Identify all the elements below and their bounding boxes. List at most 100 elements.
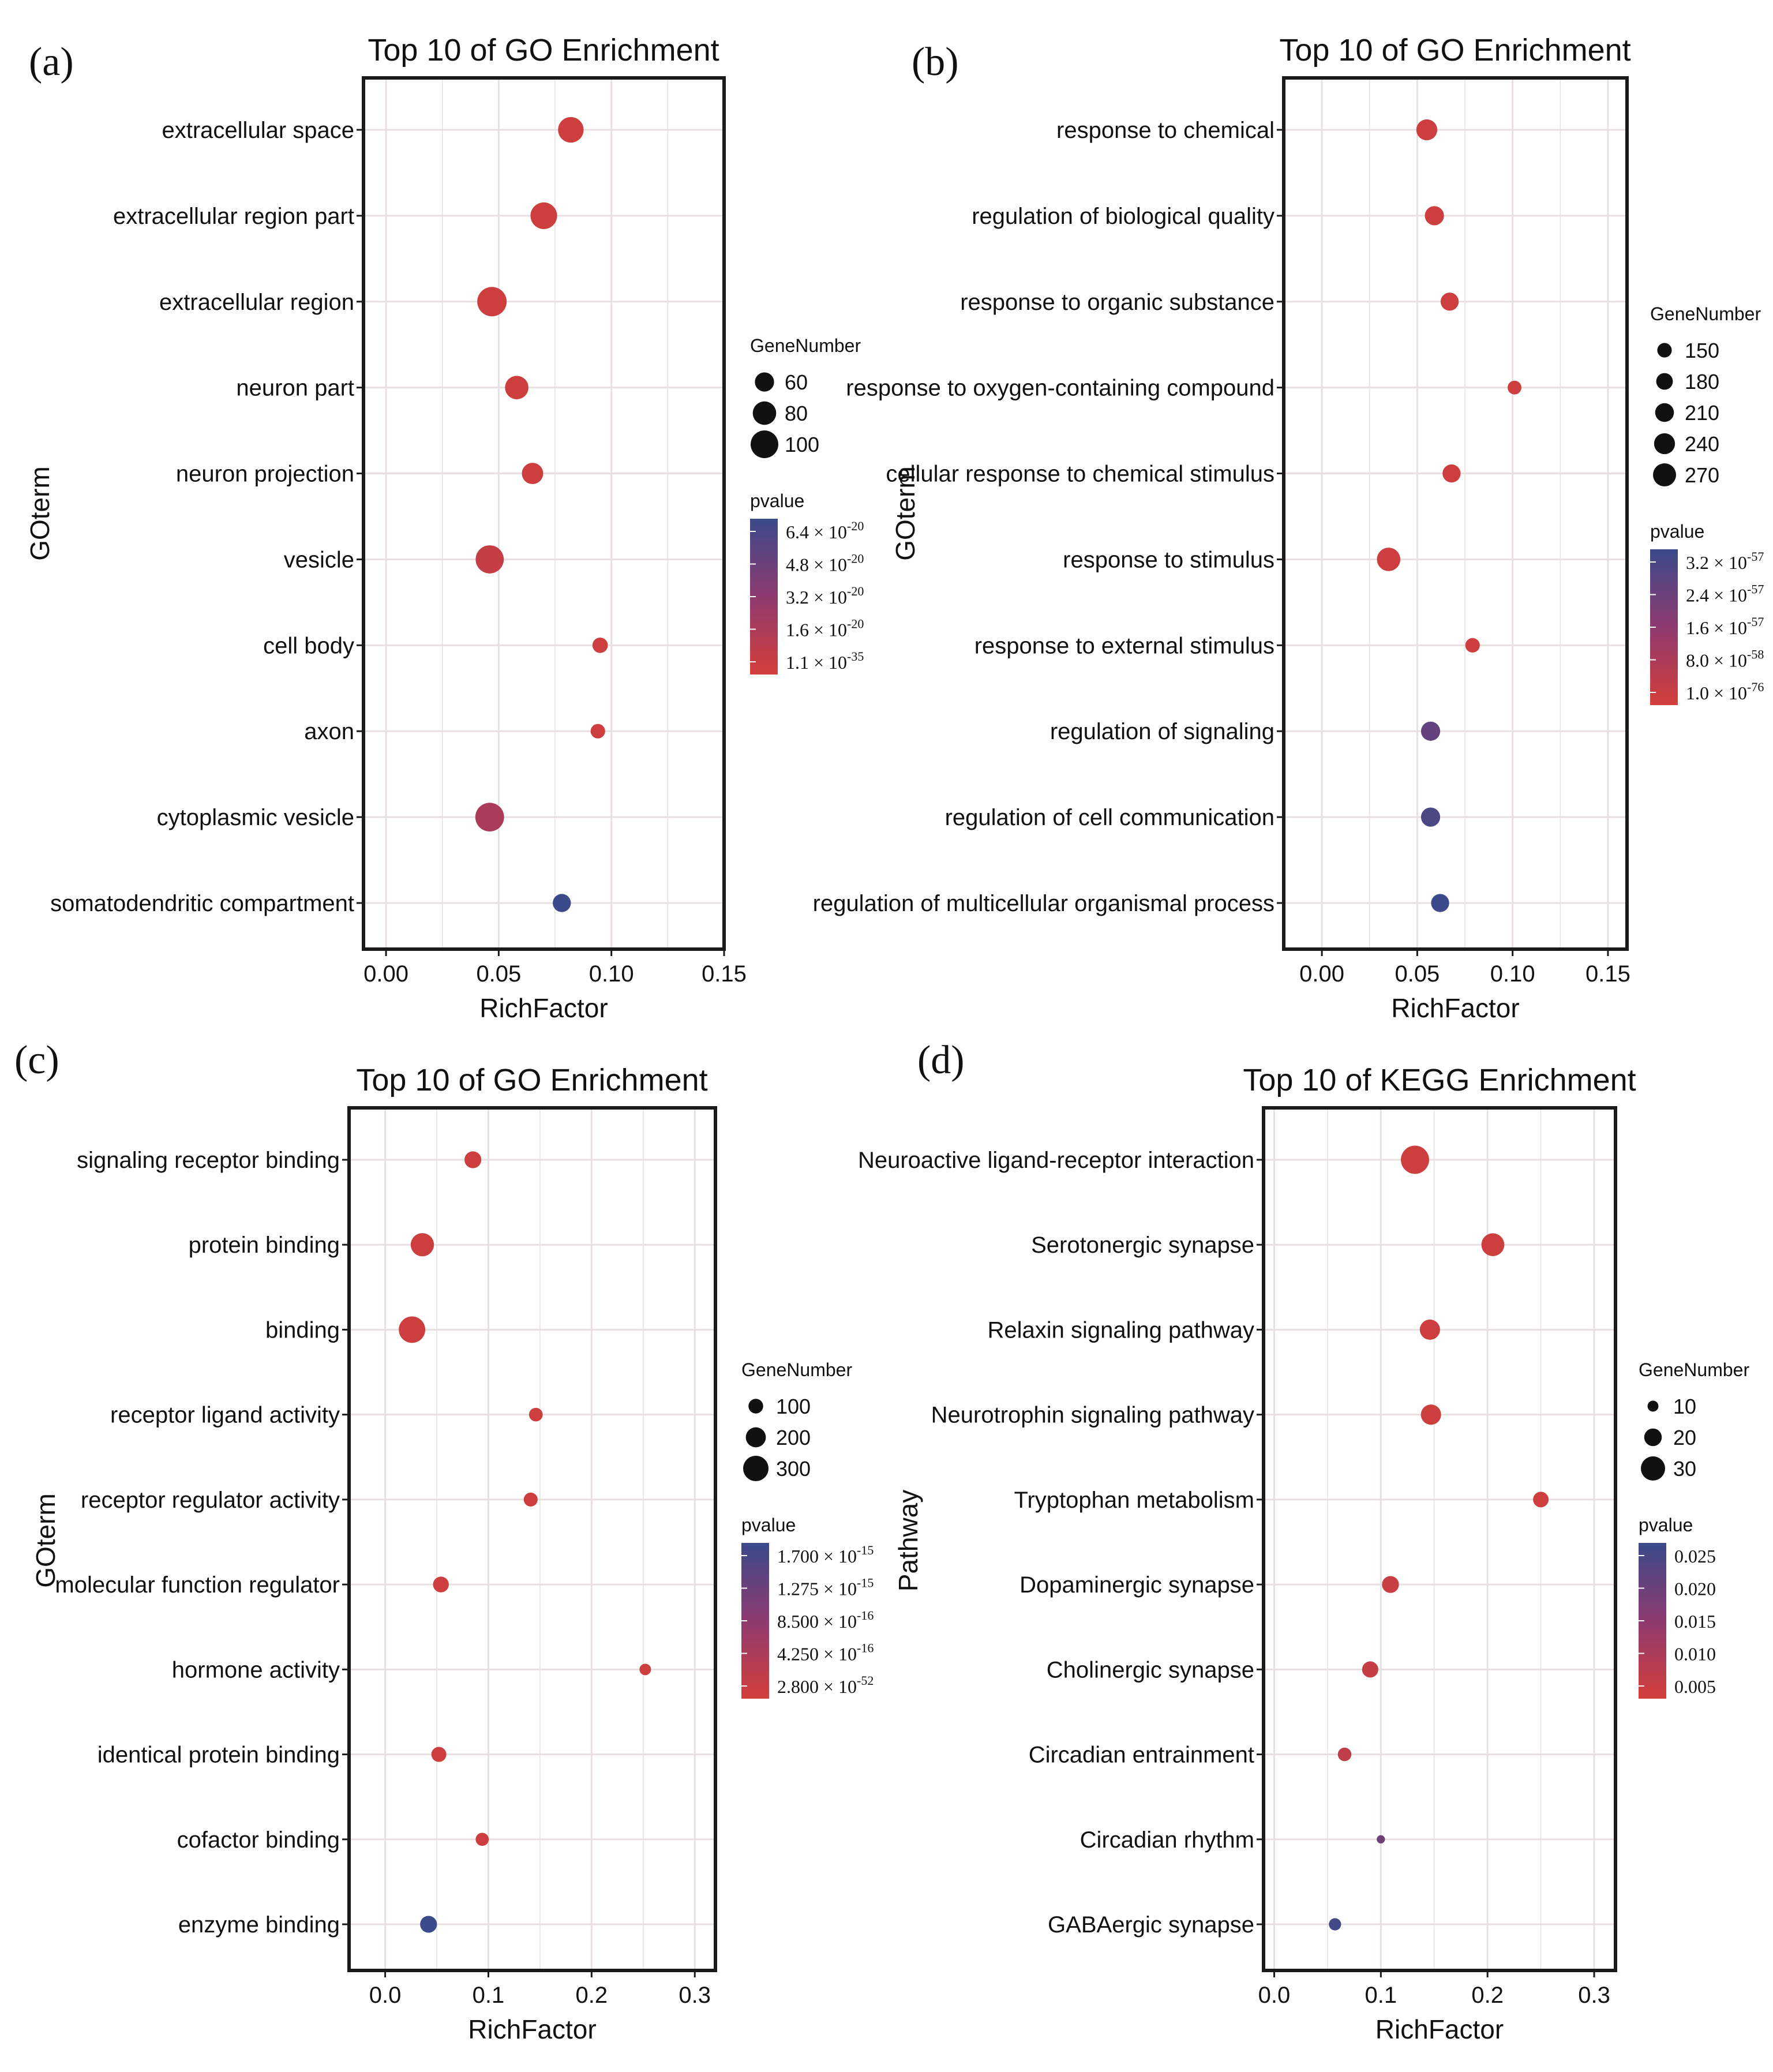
color-legend-exponent: -35 [847, 649, 864, 664]
size-legend-label: 240 [1685, 432, 1719, 456]
data-point [475, 803, 504, 832]
y-tick-label: cellular response to chemical stimulus [886, 462, 1275, 487]
y-tick-label: enzyme binding [178, 1912, 340, 1938]
y-axis-label: Pathway [893, 1490, 923, 1591]
size-legend-dot [748, 1399, 763, 1414]
size-legend-label: 200 [776, 1426, 811, 1449]
size-legend-label: 80 [785, 402, 808, 425]
data-point [1362, 1661, 1378, 1678]
size-legend-label: 60 [785, 370, 808, 394]
chart-title: Top 10 of KEGG Enrichment [1243, 1063, 1636, 1097]
y-tick-label: response to stimulus [1063, 547, 1275, 572]
color-legend-label: 2.4 × 10-57 [1686, 582, 1764, 606]
y-tick-label: regulation of biological quality [972, 204, 1275, 229]
size-legend-dot [752, 401, 777, 425]
x-axis-label: RichFactor [468, 2014, 596, 2044]
color-legend-exponent: -16 [857, 1641, 874, 1655]
data-point [505, 376, 528, 399]
plot-frame [362, 76, 726, 951]
size-legend-dot [743, 1456, 769, 1481]
y-tick-label: cell body [263, 633, 354, 658]
y-tick-label: extracellular region part [113, 204, 354, 229]
size-legend-dot [751, 430, 778, 458]
color-legend-exponent: -76 [1747, 680, 1764, 694]
color-legend-label: 0.005 [1674, 1676, 1716, 1697]
chart-panel-3: (c) Top 10 of GO Enrichment signaling rece… [14, 1038, 874, 2044]
size-legend-dot [1655, 403, 1674, 422]
data-point [553, 894, 571, 912]
data-point [522, 463, 543, 485]
data-point [1329, 1918, 1341, 1931]
x-axis-label: RichFactor [1375, 2014, 1504, 2044]
color-legend-exponent: -20 [847, 584, 864, 598]
color-legend-label: 4.8 × 10-20 [786, 552, 864, 575]
y-tick-label: response to organic substance [960, 290, 1275, 315]
panel-letter: (b) [912, 40, 959, 84]
data-point [1420, 1404, 1441, 1425]
data-point [1337, 1747, 1352, 1762]
color-legend-label: 0.025 [1674, 1546, 1716, 1567]
y-tick-label: signaling receptor binding [77, 1148, 340, 1173]
size-legend-dot [745, 1427, 766, 1448]
chart-panel-1: (a) Top 10 of GO Enrichment extracellular … [25, 33, 864, 1023]
x-tick-label: 0.15 [1585, 961, 1630, 987]
color-legend-exponent: -20 [847, 617, 864, 631]
y-tick-label: Circadian rhythm [1080, 1827, 1254, 1853]
color-legend-exponent: -57 [1747, 615, 1764, 629]
plot-frame [1282, 76, 1629, 951]
data-point [530, 202, 557, 229]
data-point [1442, 464, 1461, 483]
y-tick-label: response to external stimulus [974, 633, 1275, 658]
y-tick-label: regulation of signaling [1050, 719, 1275, 744]
size-legend-title: GeneNumber [750, 335, 861, 356]
x-tick-label: 0.10 [589, 961, 634, 987]
x-tick-label: 0.05 [1395, 961, 1440, 987]
size-legend-dot [1647, 1400, 1659, 1412]
data-point [1508, 380, 1521, 395]
y-tick-label: Neuroactive ligand-receptor interaction [858, 1148, 1254, 1173]
x-tick-label: 0.2 [1471, 1983, 1504, 2008]
x-tick-label: 0.00 [1299, 961, 1344, 987]
panel-letter: (c) [14, 1038, 59, 1082]
size-legend-title: GeneNumber [741, 1359, 852, 1380]
x-tick-label: 0.0 [369, 1983, 402, 2008]
data-point [639, 1663, 651, 1676]
data-point [1533, 1492, 1549, 1508]
y-tick-label: somatodendritic compartment [50, 891, 354, 916]
y-axis-label: GOterm [31, 1493, 61, 1588]
x-tick-label: 0.3 [679, 1983, 711, 2008]
data-point [1431, 894, 1449, 912]
data-point [1440, 293, 1459, 311]
y-tick-label: Relaxin signaling pathway [988, 1317, 1255, 1343]
size-legend-label: 150 [1685, 339, 1719, 362]
x-tick-label: 0.1 [473, 1983, 505, 2008]
y-tick-label: GABAergic synapse [1048, 1912, 1254, 1938]
x-tick-label: 0.15 [702, 961, 747, 987]
size-legend-dot [1656, 373, 1673, 390]
chart-title: Top 10 of GO Enrichment [1279, 33, 1630, 68]
color-legend-exponent: -58 [1747, 647, 1764, 662]
data-point [590, 724, 605, 739]
y-tick-label: response to chemical [1056, 118, 1275, 143]
size-legend-title: GeneNumber [1639, 1359, 1749, 1380]
color-legend-title: pvalue [750, 490, 804, 511]
data-point [528, 1407, 543, 1422]
size-legend-dot [755, 372, 774, 392]
data-point [477, 287, 507, 317]
y-tick-label: neuron projection [176, 462, 354, 487]
panel-letter: (d) [917, 1038, 965, 1082]
plot-frame [1262, 1106, 1617, 1972]
y-axis-label: GOterm [25, 466, 55, 561]
size-legend-label: 180 [1685, 370, 1719, 394]
y-tick-label: receptor regulator activity [81, 1488, 340, 1513]
y-tick-label: axon [304, 719, 354, 744]
data-point [1377, 548, 1401, 571]
x-tick-label: 0.00 [363, 961, 408, 987]
size-legend-label: 100 [785, 433, 819, 456]
x-axis-label: RichFactor [479, 993, 608, 1023]
size-legend-dot [1654, 433, 1675, 455]
color-legend-label: 0.015 [1674, 1611, 1716, 1632]
color-legend-exponent: -20 [847, 519, 864, 533]
color-legend-title: pvalue [1639, 1515, 1693, 1535]
y-tick-label: regulation of multicellular organismal p… [813, 891, 1275, 916]
